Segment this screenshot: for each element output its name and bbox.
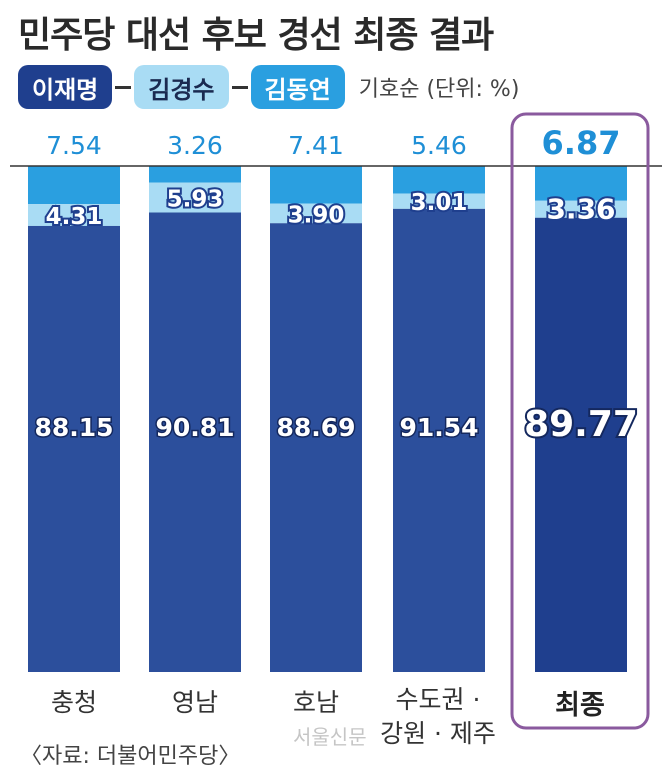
watermark: 서울신문 xyxy=(293,725,367,749)
bar-segment-lee xyxy=(393,208,485,672)
category-label-chungcheong: 충청 xyxy=(50,688,98,717)
highlight-frame-final xyxy=(510,112,650,730)
data-label-lee: 91.54 xyxy=(399,413,478,442)
data-label-kim-dongyeon: 6.87 xyxy=(542,124,621,162)
legend-item-kim-dongyeon: 김동연 xyxy=(250,65,345,109)
legend-note: 기호순 (단위: %) xyxy=(358,77,520,102)
data-label-kim-kyungsoo: 3.01 xyxy=(411,190,468,216)
bar-segment-lee xyxy=(28,225,120,672)
legend-separator xyxy=(231,85,248,89)
bar-segment-kim-kyungsoo xyxy=(28,204,120,226)
data-label-kim-kyungsoo: 4.31 xyxy=(46,204,103,230)
category-label-line2: 강원 · 제주 xyxy=(380,719,496,748)
category-label-sudogwon: 수도권 · 강원 · 제주 xyxy=(380,683,496,751)
category-label-honam: 호남 xyxy=(292,688,340,717)
data-label-kim-kyungsoo: 3.90 xyxy=(288,202,345,228)
legend-item-lee: 이재명 xyxy=(18,65,113,109)
legend-separator xyxy=(115,85,132,89)
bar-segment-kim-dongyeon xyxy=(393,166,485,194)
bar-segment-kim-kyungsoo xyxy=(270,203,362,224)
category-label-yeongnam: 영남 xyxy=(171,688,219,717)
data-label-lee: 90.81 xyxy=(155,413,234,442)
data-label-kim-dongyeon: 7.54 xyxy=(46,131,102,160)
bar-segment-lee xyxy=(270,223,362,672)
chart-title: 민주당 대선 후보 경선 최종 결과 xyxy=(18,15,494,56)
bar-segment-kim-kyungsoo xyxy=(149,182,241,213)
bar-segment-kim-dongyeon xyxy=(270,166,362,204)
data-label-kim-kyungsoo: 3.36 xyxy=(546,192,615,225)
legend-item-kim-kyungsoo: 김경수 xyxy=(134,65,229,109)
bar-segment-lee xyxy=(149,212,241,672)
bar-segment-kim-dongyeon xyxy=(535,166,627,201)
category-label-line1: 수도권 · xyxy=(395,685,481,714)
data-label-lee: 88.15 xyxy=(34,413,113,442)
data-label-lee: 88.69 xyxy=(276,413,355,442)
data-label-lee: 89.77 xyxy=(524,404,638,445)
data-label-kim-dongyeon: 3.26 xyxy=(167,131,223,160)
legend: 이재명 김경수 김동연 기호순 (단위: %) xyxy=(18,62,519,112)
data-label-kim-dongyeon: 5.46 xyxy=(411,131,467,160)
bar-segment-kim-kyungsoo xyxy=(393,193,485,209)
category-label-final: 최종 xyxy=(555,690,605,721)
bar-segment-kim-dongyeon xyxy=(28,166,120,205)
data-label-kim-dongyeon: 7.41 xyxy=(288,131,344,160)
bar-segment-kim-dongyeon xyxy=(149,166,241,183)
data-label-kim-kyungsoo: 5.93 xyxy=(167,186,224,212)
bar-segment-kim-kyungsoo xyxy=(535,200,627,218)
source-note: 〈자료: 더불어민주당〉 xyxy=(20,744,241,769)
bar-segment-lee xyxy=(535,217,627,672)
